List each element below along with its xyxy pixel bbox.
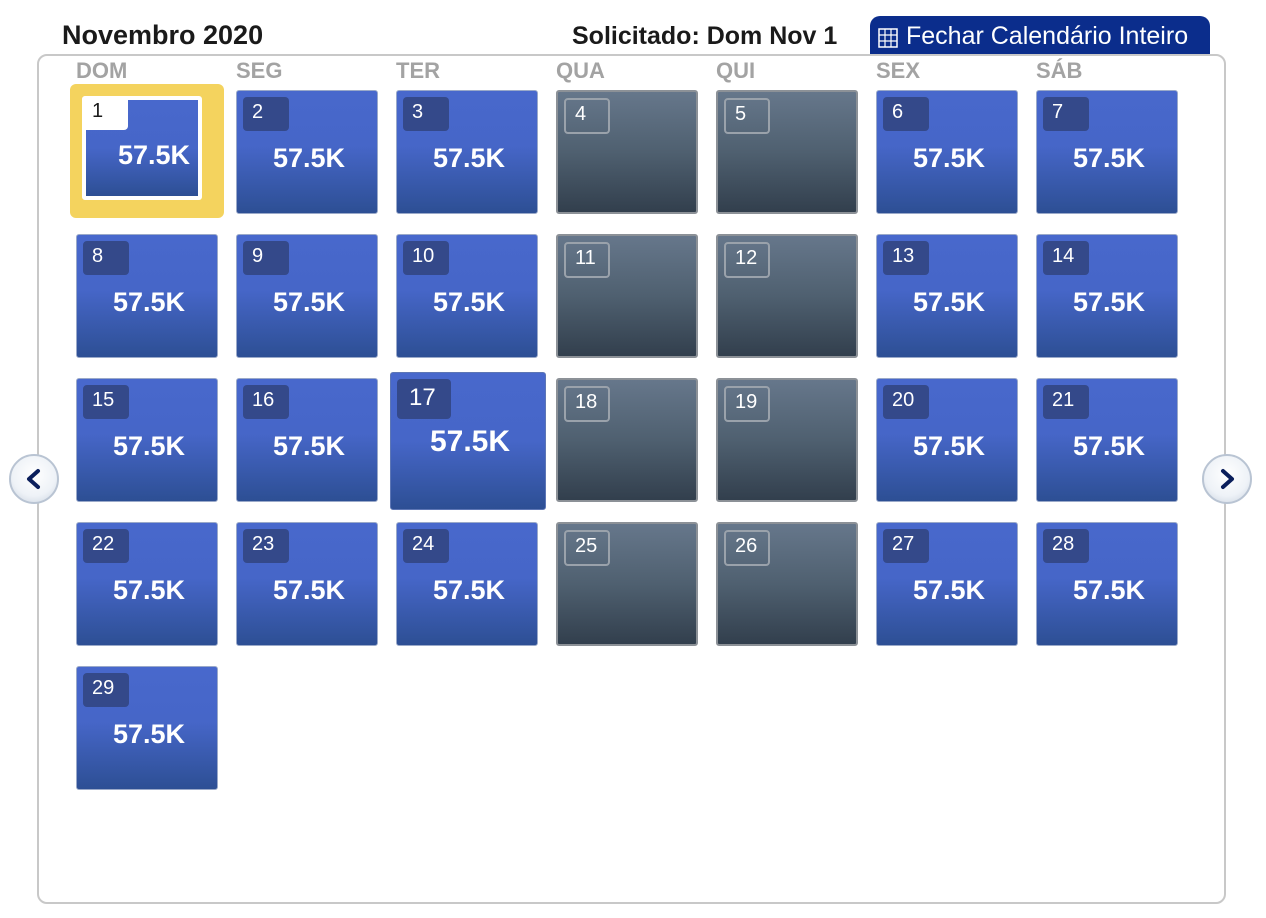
day-number: 6 bbox=[883, 97, 929, 131]
day-cell-4: 4 bbox=[556, 90, 698, 214]
day-cell-9[interactable]: 9 57.5K bbox=[236, 234, 378, 358]
day-cell-16[interactable]: 16 57.5K bbox=[236, 378, 378, 502]
day-cell-22[interactable]: 22 57.5K bbox=[76, 522, 218, 646]
day-cell-17[interactable]: 17 57.5K bbox=[390, 372, 546, 510]
day-number: 22 bbox=[83, 529, 129, 563]
day-cell-6[interactable]: 6 57.5K bbox=[876, 90, 1018, 214]
day-number: 21 bbox=[1043, 385, 1089, 419]
day-price: 57.5K bbox=[429, 425, 511, 458]
day-number: 11 bbox=[564, 242, 610, 278]
day-number: 29 bbox=[83, 673, 129, 707]
day-cell-29[interactable]: 29 57.5K bbox=[76, 666, 218, 790]
day-cell-27[interactable]: 27 57.5K bbox=[876, 522, 1018, 646]
day-cell-8[interactable]: 8 57.5K bbox=[76, 234, 218, 358]
weekday-wed: QUA bbox=[556, 58, 605, 83]
day-number: 2 bbox=[243, 97, 289, 131]
close-full-calendar-label: Fechar Calendário Inteiro bbox=[906, 21, 1189, 50]
requested-date-label: Solicitado: Dom Nov 1 bbox=[572, 22, 838, 50]
day-price: 57.5K bbox=[272, 287, 346, 317]
day-number: 8 bbox=[83, 241, 129, 275]
day-number: 10 bbox=[403, 241, 449, 275]
day-price: 57.5K bbox=[1072, 287, 1146, 317]
day-number: 16 bbox=[243, 385, 289, 419]
day-price: 57.5K bbox=[112, 431, 186, 461]
day-price: 57.5K bbox=[432, 287, 506, 317]
day-price: 57.5K bbox=[112, 575, 186, 605]
day-price: 57.5K bbox=[912, 143, 986, 173]
day-number: 17 bbox=[397, 379, 451, 419]
weekday-tue: TER bbox=[396, 58, 440, 83]
day-number: 3 bbox=[403, 97, 449, 131]
day-number: 27 bbox=[883, 529, 929, 563]
day-number: 12 bbox=[724, 242, 770, 278]
day-cell-25: 25 bbox=[556, 522, 698, 646]
day-price: 57.5K bbox=[432, 575, 506, 605]
day-price: 57.5K bbox=[1072, 143, 1146, 173]
day-cell-18: 18 bbox=[556, 378, 698, 502]
day-number: 28 bbox=[1043, 529, 1089, 563]
day-number: 5 bbox=[724, 98, 770, 134]
day-number: 7 bbox=[1043, 97, 1089, 131]
day-number: 1 bbox=[82, 96, 128, 130]
day-price: 57.5K bbox=[912, 575, 986, 605]
day-price: 57.5K bbox=[1072, 575, 1146, 605]
day-price: 57.5K bbox=[112, 287, 186, 317]
day-price: 57.5K bbox=[272, 431, 346, 461]
day-number: 24 bbox=[403, 529, 449, 563]
close-full-calendar-button[interactable]: Fechar Calendário Inteiro bbox=[870, 16, 1210, 56]
day-cell-7[interactable]: 7 57.5K bbox=[1036, 90, 1178, 214]
day-cell-15[interactable]: 15 57.5K bbox=[76, 378, 218, 502]
day-cell-26: 26 bbox=[716, 522, 858, 646]
day-number: 26 bbox=[724, 530, 770, 566]
day-cell-14[interactable]: 14 57.5K bbox=[1036, 234, 1178, 358]
day-price: 57.5K bbox=[912, 431, 986, 461]
day-cell-24[interactable]: 24 57.5K bbox=[396, 522, 538, 646]
day-cell-20[interactable]: 20 57.5K bbox=[876, 378, 1018, 502]
day-cell-10[interactable]: 10 57.5K bbox=[396, 234, 538, 358]
day-number: 4 bbox=[564, 98, 610, 134]
day-number: 9 bbox=[243, 241, 289, 275]
month-title: Novembro 2020 bbox=[62, 20, 264, 50]
day-cell-1[interactable]: 1 57.5K bbox=[70, 84, 224, 218]
day-cell-13[interactable]: 13 57.5K bbox=[876, 234, 1018, 358]
day-cell-12: 12 bbox=[716, 234, 858, 358]
day-number: 19 bbox=[724, 386, 770, 422]
day-price: 57.5K bbox=[112, 719, 186, 749]
day-cell-28[interactable]: 28 57.5K bbox=[1036, 522, 1178, 646]
day-cell-21[interactable]: 21 57.5K bbox=[1036, 378, 1178, 502]
day-cell-2[interactable]: 2 57.5K bbox=[236, 90, 378, 214]
day-price: 57.5K bbox=[117, 140, 191, 170]
day-price: 57.5K bbox=[432, 143, 506, 173]
day-price: 57.5K bbox=[1072, 431, 1146, 461]
previous-month-button[interactable] bbox=[9, 454, 59, 504]
day-price: 57.5K bbox=[272, 143, 346, 173]
day-cell-23[interactable]: 23 57.5K bbox=[236, 522, 378, 646]
day-number: 23 bbox=[243, 529, 289, 563]
grid-icon bbox=[878, 26, 898, 48]
day-number: 20 bbox=[883, 385, 929, 419]
chevron-right-icon bbox=[1221, 469, 1234, 489]
chevron-left-icon bbox=[27, 469, 40, 489]
day-price: 57.5K bbox=[912, 287, 986, 317]
day-number: 13 bbox=[883, 241, 929, 275]
day-number: 18 bbox=[564, 386, 610, 422]
weekday-fri: SEX bbox=[876, 58, 921, 83]
day-number: 14 bbox=[1043, 241, 1089, 275]
day-cell-11: 11 bbox=[556, 234, 698, 358]
next-month-button[interactable] bbox=[1202, 454, 1252, 504]
weekday-sun: DOM bbox=[76, 58, 128, 83]
weekday-sat: SÁB bbox=[1036, 58, 1083, 83]
day-cell-3[interactable]: 3 57.5K bbox=[396, 90, 538, 214]
weekday-thu: QUI bbox=[716, 58, 756, 83]
weekday-mon: SEG bbox=[236, 58, 283, 83]
day-number: 15 bbox=[83, 385, 129, 419]
day-number: 25 bbox=[564, 530, 610, 566]
day-price: 57.5K bbox=[272, 575, 346, 605]
day-cell-19: 19 bbox=[716, 378, 858, 502]
day-cell-5: 5 bbox=[716, 90, 858, 214]
